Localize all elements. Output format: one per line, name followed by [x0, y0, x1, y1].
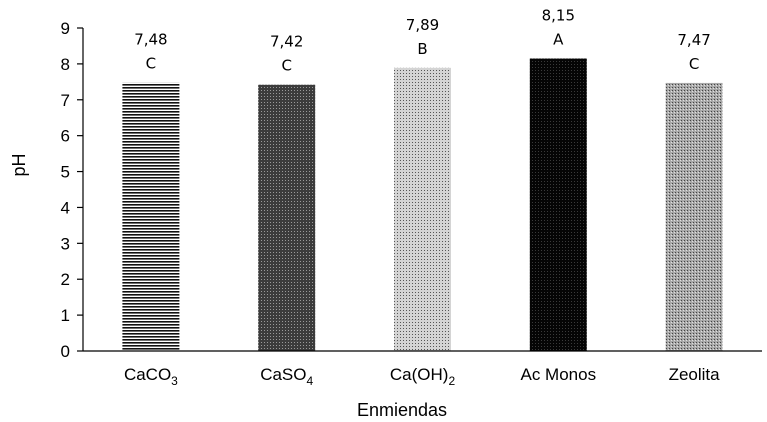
y-tick-label: 5 — [61, 163, 70, 182]
category-label: Ca(OH)2 — [390, 365, 456, 388]
bar-labels-group: 7,48 C 7,42 C 7,89 B 8,15 A 7,47 C — [134, 7, 711, 75]
y-tick-label: 2 — [61, 270, 70, 289]
value-label: 7,89 — [406, 16, 439, 34]
category-label: CaCO3 — [124, 365, 178, 388]
value-label: 7,42 — [270, 33, 303, 51]
bar-ac-monos — [529, 58, 587, 351]
significance-letter: C — [689, 55, 699, 73]
value-label: 7,48 — [134, 31, 167, 49]
significance-letter: C — [281, 57, 291, 75]
value-label: 8,15 — [542, 7, 575, 25]
value-label: 7,47 — [677, 31, 710, 49]
y-tick-label: 0 — [61, 342, 70, 361]
y-axis-ticks: 0 1 2 3 4 5 6 7 8 9 — [61, 19, 83, 361]
significance-letter: A — [553, 31, 564, 49]
y-axis-title: pH — [9, 153, 29, 176]
x-axis-categories: CaCO3 CaSO4 Ca(OH)2 Ac Monos Zeolita — [124, 365, 720, 388]
bar-caco3 — [122, 82, 180, 351]
y-tick-label: 4 — [61, 198, 70, 217]
bars-group — [122, 58, 723, 352]
significance-letter: B — [417, 40, 427, 58]
y-tick-label: 6 — [61, 127, 70, 146]
y-tick-label: 7 — [61, 91, 70, 110]
significance-letter: C — [146, 55, 156, 73]
bar-ca-oh-2 — [394, 67, 451, 351]
y-tick-label: 3 — [61, 234, 70, 253]
bar-caso4 — [258, 84, 316, 352]
category-label: Ac Monos — [521, 365, 597, 384]
y-tick-label: 1 — [61, 306, 70, 325]
category-label: CaSO4 — [260, 365, 313, 388]
y-tick-label: 9 — [61, 19, 70, 38]
y-tick-label: 8 — [61, 55, 70, 74]
bar-zeolita — [665, 82, 723, 351]
category-label: Zeolita — [669, 365, 721, 384]
x-axis-title: Enmiendas — [357, 400, 447, 420]
